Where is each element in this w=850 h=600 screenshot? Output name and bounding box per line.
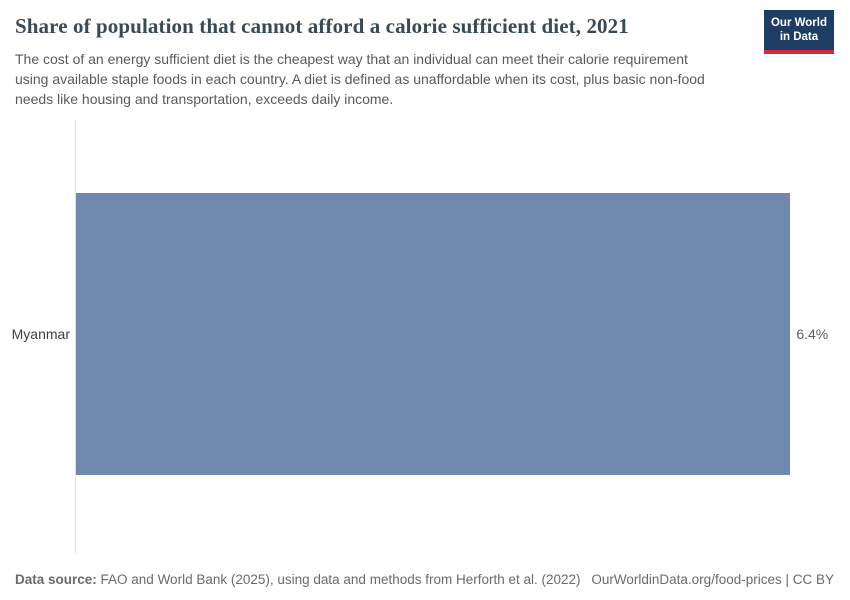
footer: Data source: FAO and World Bank (2025), … (15, 572, 834, 587)
bar-myanmar[interactable] (76, 193, 791, 475)
chart-title: Share of population that cannot afford a… (15, 14, 629, 38)
owid-logo-line2: in Data (779, 31, 819, 44)
bar-value-label: 6.4% (796, 326, 829, 342)
data-source-label: Data source: (15, 572, 97, 587)
entity-label-myanmar[interactable]: Myanmar (11, 326, 70, 342)
y-axis-line (75, 120, 76, 553)
owid-logo[interactable]: Our World in Data (763, 10, 834, 54)
plot-area: 6.4% (76, 193, 835, 475)
owid-license-link[interactable]: OurWorldinData.org/food-prices | CC BY (591, 572, 834, 587)
bar-row: Myanmar 6.4% (0, 193, 835, 475)
data-source-note: Data source: FAO and World Bank (2025), … (15, 572, 581, 587)
chart-subtitle: The cost of an energy sufficient diet is… (15, 51, 705, 108)
owid-logo-line1: Our World (770, 17, 827, 29)
data-source-text: FAO and World Bank (2025), using data an… (96, 572, 581, 587)
